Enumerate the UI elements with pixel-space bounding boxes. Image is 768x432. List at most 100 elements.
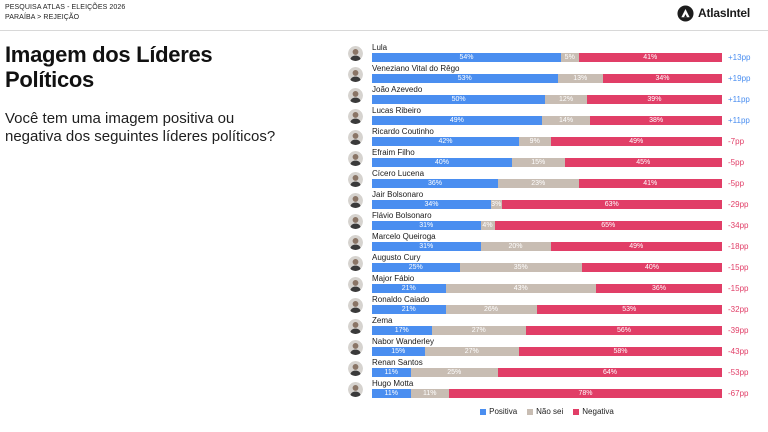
bar-unit: % xyxy=(539,180,546,187)
bar-value: 23 xyxy=(531,180,540,187)
stacked-bar: 40% 15% 45% xyxy=(372,158,722,167)
bar-value: 56 xyxy=(616,327,625,334)
bar-value: 78 xyxy=(578,390,587,397)
bar-value: 36 xyxy=(427,180,436,187)
bar-value: 38 xyxy=(649,117,657,124)
bar-unit: % xyxy=(399,348,406,355)
bar-label-unsure: 23% xyxy=(531,179,545,188)
bar-label-positive: 25% xyxy=(409,263,423,272)
politician-name: Efraim Filho xyxy=(372,148,415,157)
bar-segment-positive: 31% xyxy=(372,242,481,251)
bar-label-positive: 42% xyxy=(438,137,452,146)
bar-segment-unsure: 14% xyxy=(541,116,591,125)
net-difference-label: -29pp xyxy=(728,200,749,209)
bar-value: 64 xyxy=(602,369,611,376)
bar-segment-positive: 50% xyxy=(372,95,546,104)
stacked-bar: 49% 14% 38% xyxy=(372,116,722,125)
bar-segment-positive: 54% xyxy=(372,53,561,62)
bar-segment-positive: 42% xyxy=(372,137,519,146)
avatar xyxy=(348,340,363,355)
politician-name: Marcelo Queiroga xyxy=(372,232,436,241)
politician-name: Flávio Bolsonaro xyxy=(372,211,432,220)
avatar xyxy=(348,172,363,187)
bar-unit: % xyxy=(409,285,416,292)
bar-unit: % xyxy=(459,96,466,103)
bar-unit: % xyxy=(391,390,398,397)
bar-unit: % xyxy=(472,348,479,355)
bar-segment-negative: 58% xyxy=(519,347,722,356)
bar-segment-negative: 49% xyxy=(550,242,722,251)
bar-value: 20 xyxy=(508,243,517,250)
bar-label-unsure: 14% xyxy=(559,116,573,125)
bar-unit: % xyxy=(521,264,528,271)
politician-name: Lucas Ribeiro xyxy=(372,106,421,115)
bar-label-positive: 40% xyxy=(435,158,449,167)
bar-value: 3 xyxy=(491,201,496,208)
legend-item-positive: Positiva xyxy=(480,407,517,417)
net-difference-label: -34pp xyxy=(728,221,749,230)
bar-value: 11 xyxy=(384,369,392,376)
stacked-bar: 11% 25% 64% xyxy=(372,368,722,377)
bar-segment-negative: 65% xyxy=(494,221,722,230)
bar-value: 49 xyxy=(629,138,638,145)
bar-label-positive: 11% xyxy=(384,368,398,377)
bar-value: 25 xyxy=(408,264,417,271)
bar-value: 9 xyxy=(529,138,534,145)
bar-label-unsure: 12% xyxy=(559,95,573,104)
bar-value: 21 xyxy=(401,306,410,313)
bar-label-positive: 34% xyxy=(424,200,438,209)
bar-label-unsure: 9% xyxy=(530,137,540,146)
bar-segment-positive: 21% xyxy=(372,284,446,293)
politician-name: Nabor Wanderley xyxy=(372,337,434,346)
bar-value: 14 xyxy=(559,117,567,124)
net-difference-label: -43pp xyxy=(728,347,749,356)
question-text: Você tem uma imagem positiva ou negativa… xyxy=(5,110,275,146)
bar-label-positive: 49% xyxy=(450,116,464,125)
person-photo-avatar xyxy=(348,382,363,397)
avatar xyxy=(348,67,363,82)
bar-segment-unsure: 27% xyxy=(424,347,519,356)
bar-label-positive: 21% xyxy=(402,284,416,293)
bar-value: 25 xyxy=(447,369,456,376)
net-difference-label: -39pp xyxy=(728,326,749,335)
bar-segment-negative: 36% xyxy=(596,284,722,293)
bar-label-negative: 49% xyxy=(629,242,643,251)
bar-value: 34 xyxy=(655,75,664,82)
bar-segment-negative: 78% xyxy=(449,389,722,398)
survey-name: PESQUISA ATLAS - ELEIÇÕES 2026 xyxy=(5,4,126,11)
politician-name: Ricardo Coutinho xyxy=(372,127,434,136)
bar-value: 50 xyxy=(451,96,460,103)
stacked-bar: 42% 9% 49% xyxy=(372,137,722,146)
bar-label-unsure: 15% xyxy=(531,158,545,167)
bar-value: 13 xyxy=(573,75,582,82)
person-photo-avatar xyxy=(348,214,363,229)
person-photo-avatar xyxy=(348,298,363,313)
legend-swatch-negative xyxy=(573,409,580,415)
bar-label-positive: 53% xyxy=(458,74,472,83)
bar-label-negative: 63% xyxy=(605,200,619,209)
bar-segment-negative: 41% xyxy=(578,53,722,62)
net-difference-label: -32pp xyxy=(728,305,749,314)
bar-value: 26 xyxy=(483,306,492,313)
legend-item-unsure: Não sei xyxy=(527,407,563,417)
bar-value: 15 xyxy=(391,348,400,355)
bar-label-negative: 41% xyxy=(643,53,657,62)
avatar xyxy=(348,214,363,229)
bar-segment-negative: 34% xyxy=(603,74,722,83)
bar-segment-unsure: 12% xyxy=(545,95,587,104)
avatar xyxy=(348,88,363,103)
stacked-bar: 53% 13% 34% xyxy=(372,74,722,83)
bar-unit: % xyxy=(455,369,462,376)
page-title-line: Políticos xyxy=(5,67,94,92)
bar-value: 63 xyxy=(604,201,613,208)
bar-unit: % xyxy=(637,138,644,145)
net-difference-label: -67pp xyxy=(728,389,749,398)
bar-segment-negative: 40% xyxy=(582,263,722,272)
bar-label-negative: 56% xyxy=(617,326,631,335)
politician-name: Zema xyxy=(372,316,393,325)
stacked-bar: 25% 35% 40% xyxy=(372,263,722,272)
bar-value: 53 xyxy=(457,75,466,82)
bar-segment-unsure: 27% xyxy=(431,326,526,335)
bar-value: 15 xyxy=(531,159,540,166)
bar-segment-unsure: 4% xyxy=(480,221,495,230)
